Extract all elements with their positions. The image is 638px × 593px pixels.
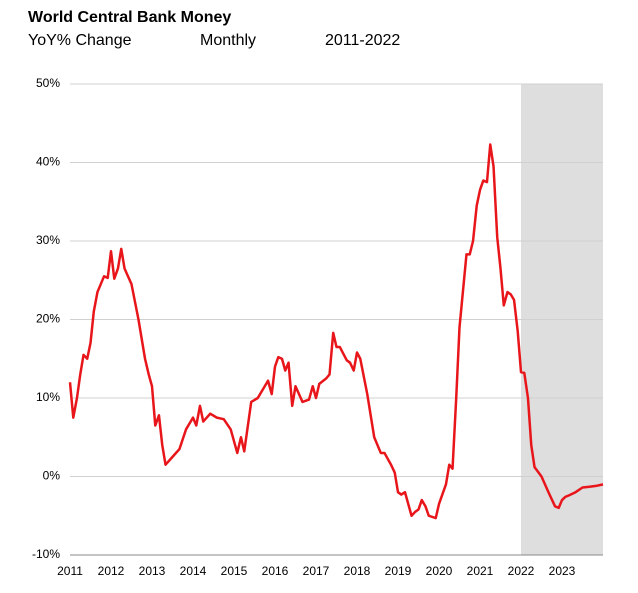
line <box>68 143 604 520</box>
subtitle: Monthly <box>200 32 256 49</box>
x-tick-label: 2014 <box>180 564 207 578</box>
x-tick-label: 2019 <box>385 564 412 578</box>
chart-title: World Central Bank Money <box>28 9 231 26</box>
x-tick-label: 2012 <box>98 564 125 578</box>
x-tick-label: 2022 <box>508 564 535 578</box>
x-tick-label: 2020 <box>426 564 453 578</box>
y-tick-label: 40% <box>36 155 60 169</box>
x-tick-label: 2013 <box>139 564 166 578</box>
y-tick-label: 50% <box>36 76 60 90</box>
subtitle: 2011-2022 <box>325 32 400 49</box>
x-tick-label: 2017 <box>303 564 330 578</box>
x-tick-label: 2021 <box>467 564 494 578</box>
x-tick-label: 2015 <box>221 564 248 578</box>
x-tick-label: 2018 <box>344 564 371 578</box>
y-tick-label: 10% <box>36 390 60 404</box>
x-tick-label: 2011 <box>57 564 83 578</box>
y-tick-label: 30% <box>36 233 60 247</box>
y-tick-label: 0% <box>43 469 61 483</box>
x-tick-label: 2016 <box>262 564 289 578</box>
x-tick-label: 2023 <box>549 564 576 578</box>
y-tick-label: 20% <box>36 312 60 326</box>
subtitle: YoY% Change <box>28 32 132 49</box>
y-tick-label: -10% <box>32 547 60 561</box>
